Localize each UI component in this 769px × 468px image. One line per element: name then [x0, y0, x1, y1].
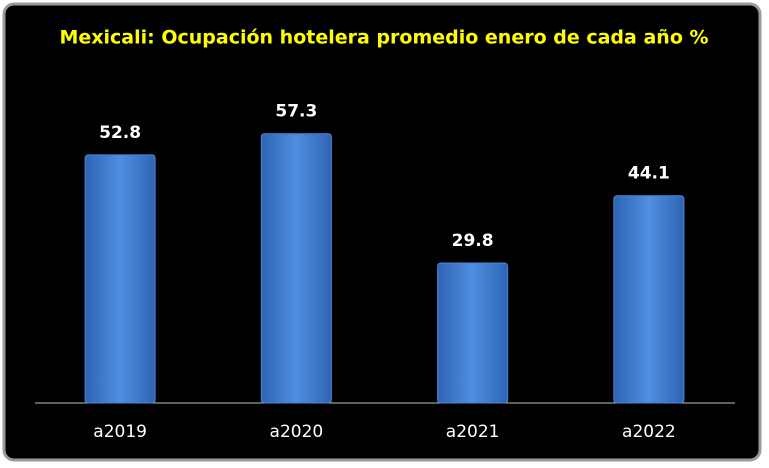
- value-label: 52.8: [99, 123, 141, 143]
- x-tick-label: a2019: [93, 422, 147, 442]
- value-label: 44.1: [628, 164, 670, 184]
- bar: [260, 133, 332, 404]
- x-tick-label: a2020: [270, 422, 324, 442]
- chart-title: Mexicali: Ocupación hotelera promedio en…: [59, 27, 708, 49]
- bar: [613, 195, 685, 404]
- value-label: 29.8: [452, 231, 494, 251]
- bar: [437, 262, 509, 404]
- bar: [84, 154, 156, 404]
- x-tick-label: a2022: [622, 422, 676, 442]
- value-label: 57.3: [275, 102, 317, 122]
- chart-frame: [2, 2, 762, 462]
- x-tick-label: a2021: [446, 422, 500, 442]
